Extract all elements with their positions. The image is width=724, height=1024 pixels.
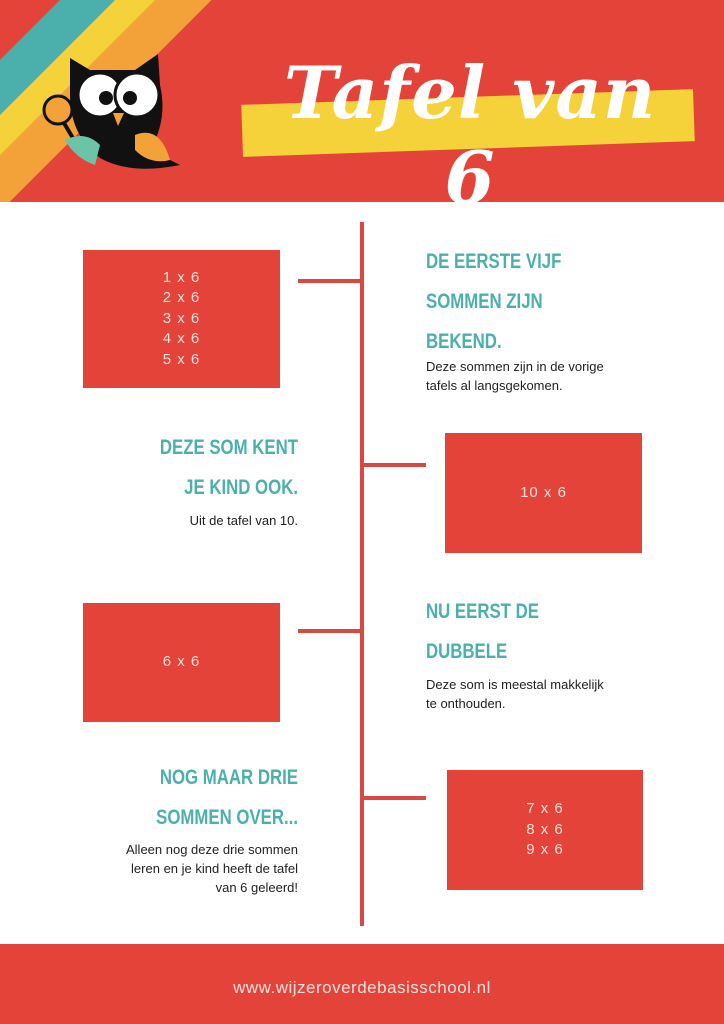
footer-banner [0,944,724,1024]
owl-logo-icon [42,54,180,169]
sum-box-4: 7 x 6 8 x 6 9 x 6 [447,770,643,890]
sum-box-3: 6 x 6 [83,603,280,722]
sum: 7 x 6 [526,800,564,818]
website-link[interactable]: www.wijzeroverdebasisschool.nl [233,978,491,997]
page-title: Tafel van 6 [283,50,657,202]
connector [298,279,362,283]
sum: 1 x 6 [162,268,201,286]
step-text-4: Alleen nog deze drie sommen leren en je k… [126,842,298,895]
connector [362,463,426,467]
step-heading-4: NOG MAAR DRIE SOMMEN OVER... [156,766,298,829]
connector [362,796,426,800]
step-heading-3: NU EERST DE DUBBELE [426,600,539,663]
sum: 9 x 6 [526,841,564,859]
step-text-3: Deze som is meestal makkelijk te onthoude… [426,677,604,711]
step-text-1: Deze sommen zijn in de vorige tafels al l… [426,359,604,393]
sum-box-2: 10 x 6 [445,433,642,553]
sum: 4 x 6 [162,330,201,348]
connector [298,629,362,633]
step-heading-1: DE EERSTE VIJF SOMMEN ZIJN BEKEND. [426,250,562,353]
sum: 3 x 6 [162,309,201,327]
sum: 2 x 6 [162,289,201,307]
sum: 8 x 6 [526,820,564,838]
step-text-2: Uit de tafel van 10. [189,513,298,528]
sum: 6 x 6 [162,653,201,671]
sum: 5 x 6 [162,350,201,368]
step-heading-2: DEZE SOM KENT JE KIND OOK. [159,436,298,499]
sum-box-1: 1 x 6 2 x 6 3 x 6 4 x 6 5 x 6 [83,250,280,388]
sum: 10 x 6 [520,483,567,501]
header-banner: Tafel van 6 [0,0,724,202]
timeline-line [360,222,364,926]
